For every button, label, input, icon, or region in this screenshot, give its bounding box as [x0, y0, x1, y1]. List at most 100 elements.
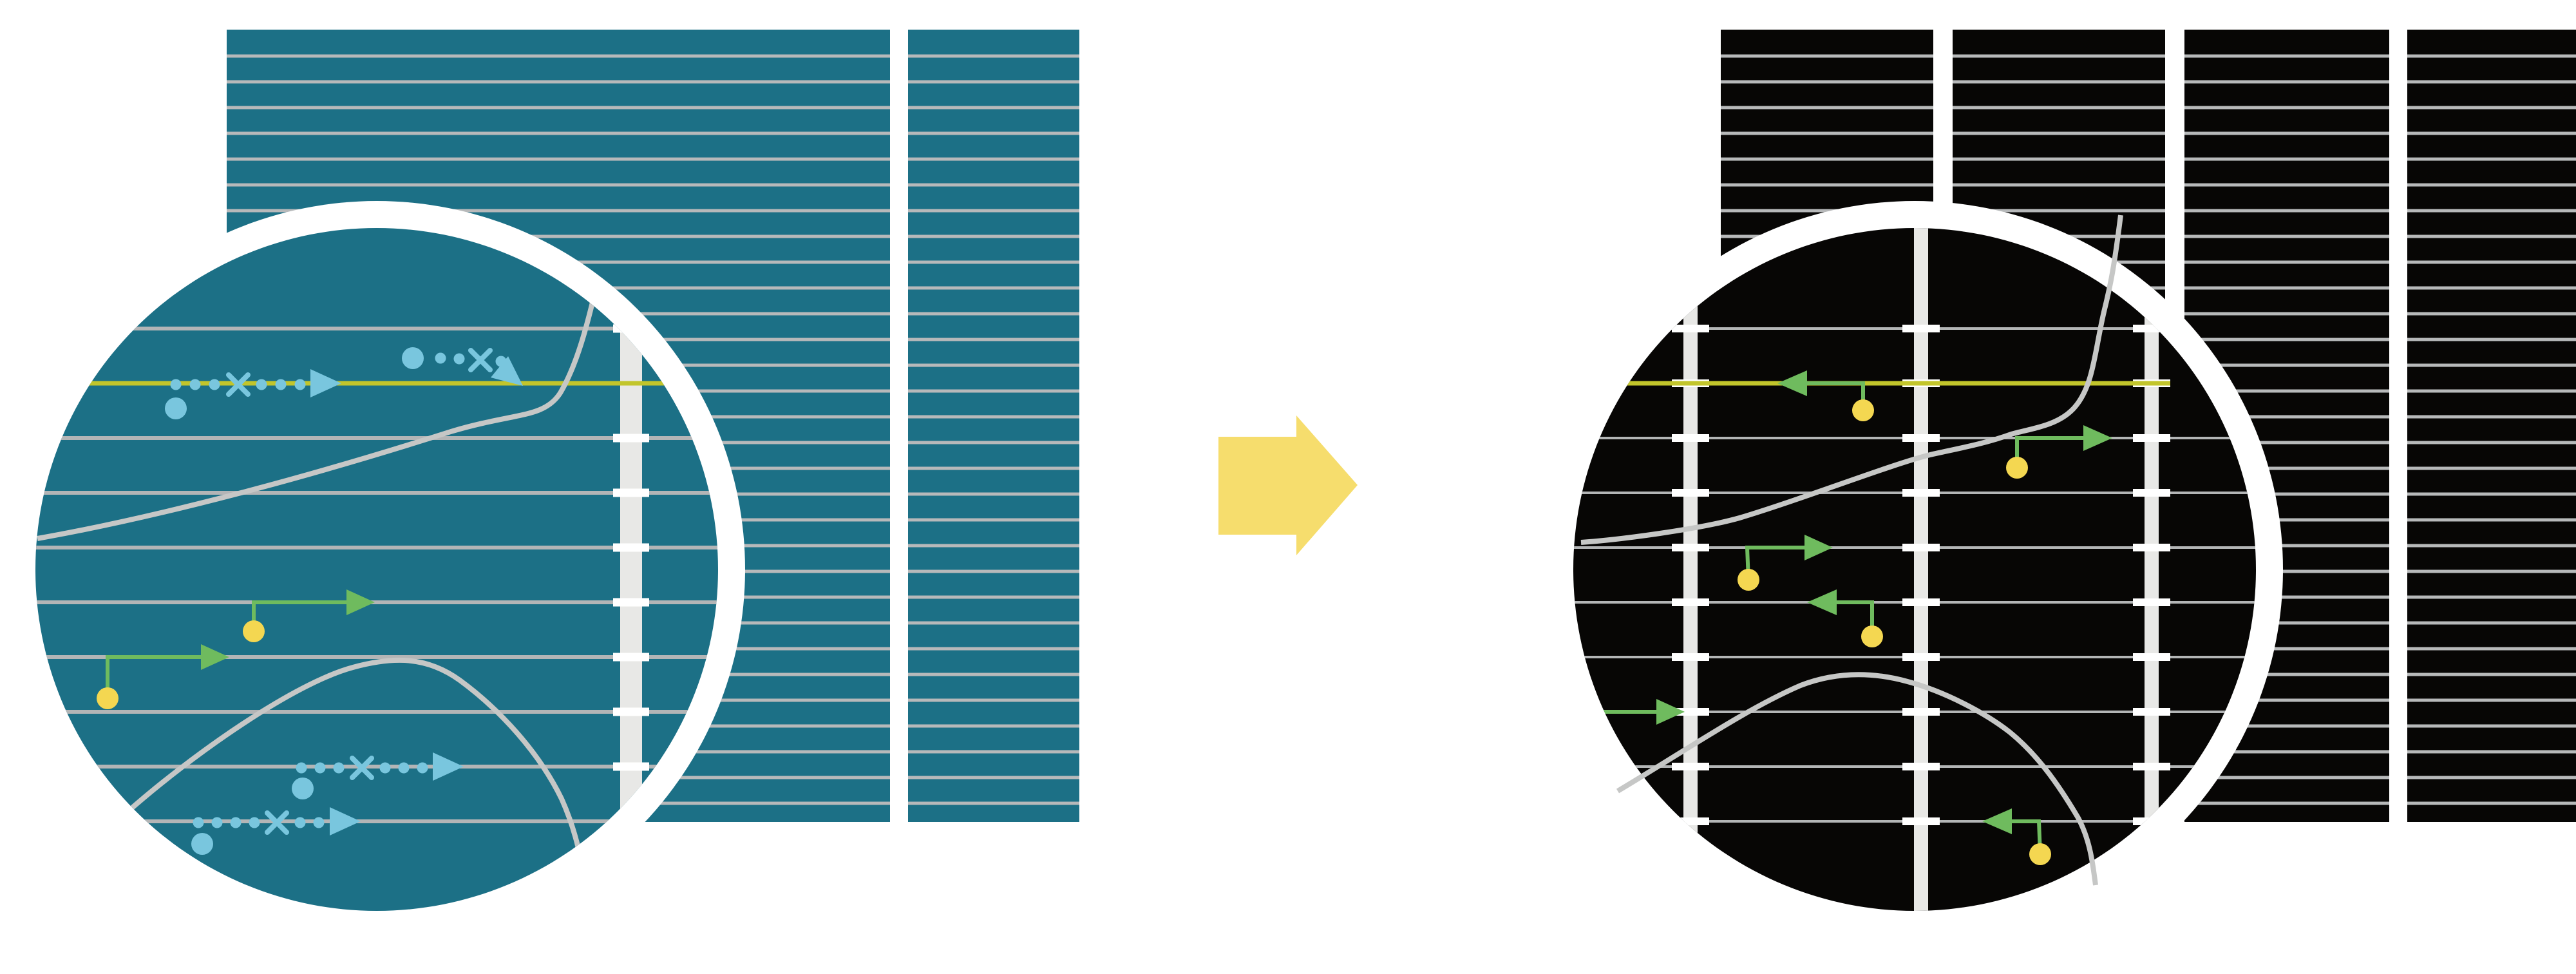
right-arrow-icon — [1218, 415, 1358, 555]
right-lens-grid — [1573, 228, 2256, 911]
right-lens-annotations — [1593, 370, 2112, 865]
electron-trail-dot — [313, 817, 325, 828]
contact-tick — [2133, 434, 2170, 442]
electron-trail-dot — [398, 762, 410, 774]
contact-tick — [1902, 598, 1940, 606]
electron-dot — [402, 347, 424, 369]
contact-tick — [1672, 653, 1709, 661]
carrier-path-arrow — [1807, 589, 1883, 647]
carrier-dot — [1852, 399, 1874, 421]
carrier-path-arrow — [1982, 808, 2051, 865]
contact-tick — [1672, 544, 1709, 551]
busbar — [1683, 228, 1698, 911]
left-lens-grid — [35, 232, 718, 850]
busbar — [1914, 228, 1928, 911]
contact-tick — [1672, 434, 1709, 442]
carrier-dot — [1738, 569, 1759, 591]
green-arrowhead-icon — [2083, 425, 2112, 451]
electron-trail — [165, 369, 341, 419]
left-lens-annotations — [97, 347, 523, 855]
contact-tick — [1672, 763, 1709, 770]
electron-arrowhead-icon — [330, 807, 361, 836]
electron-trail-dot — [193, 817, 204, 828]
green-arrowhead-icon — [346, 589, 375, 615]
electron-trail-angled — [402, 347, 523, 386]
contact-tick — [2133, 544, 2170, 551]
electron-dot — [165, 397, 187, 419]
contact-tick — [2133, 763, 2170, 770]
electron-arrowhead-icon — [491, 356, 523, 386]
contact-tick — [2133, 598, 2170, 606]
electron-trail-dot — [294, 817, 306, 828]
left-cell-edge-strip — [908, 30, 1079, 822]
contact-tick — [1672, 708, 1709, 716]
electron-trail-dot — [296, 762, 307, 774]
right-cell-column — [2407, 30, 2576, 822]
contact-tick — [1902, 817, 1940, 825]
transform-arrow-icon — [1218, 415, 1358, 555]
carrier-dot — [2029, 843, 2051, 865]
contact-tick — [613, 598, 649, 607]
electron-trail-dot — [249, 817, 260, 828]
electron-trail — [191, 807, 361, 855]
carrier-dot — [97, 687, 118, 709]
carrier-path — [106, 655, 201, 698]
green-arrowhead-icon — [1777, 370, 1807, 396]
electron-trail-dot — [170, 379, 182, 390]
electron-trail-dot — [230, 817, 242, 828]
carrier-path — [1837, 600, 1874, 636]
contact-tick — [1902, 434, 1940, 442]
carrier-dot — [243, 620, 265, 642]
contact-tick — [613, 488, 649, 497]
electron-trail-dot — [211, 817, 223, 828]
contact-tick — [1672, 489, 1709, 497]
green-arrowhead-icon — [1807, 589, 1837, 615]
carrier-path-arrow — [97, 644, 229, 709]
contact-tick — [613, 653, 649, 662]
right-magnifier-lens — [1546, 201, 2283, 938]
busbar — [2145, 228, 2159, 911]
green-arrowhead-icon — [1804, 535, 1833, 560]
electron-dot — [292, 778, 314, 799]
green-arrowhead-icon — [1656, 699, 1685, 725]
recombination-x-icon — [226, 372, 251, 397]
electron-arrowhead-icon — [433, 752, 464, 781]
carrier-dot — [2006, 457, 2028, 479]
contact-tick — [2133, 708, 2170, 716]
green-arrowhead-icon — [1982, 808, 2012, 834]
left-magnifier-lens — [8, 201, 745, 938]
carrier-path-arrow — [243, 589, 375, 642]
left-lens-content — [35, 232, 718, 875]
electron-trail-dot — [256, 379, 267, 390]
electron-trail-dot — [314, 762, 326, 774]
contact-tick — [1902, 544, 1940, 551]
electron-trail-dot — [379, 762, 391, 774]
contact-tick — [613, 707, 649, 716]
electron-trail-dot — [209, 379, 220, 390]
contact-tick — [2133, 653, 2170, 661]
grain-boundary-line — [1616, 672, 2098, 886]
carrier-path-arrow — [1777, 370, 1874, 421]
recombination-x-icon — [265, 810, 289, 835]
electron-trail-dot — [275, 379, 287, 390]
electron-arrowhead-icon — [310, 369, 341, 397]
right-lens-content — [1573, 228, 2256, 911]
contact-tick — [613, 434, 649, 443]
carrier-path — [2012, 819, 2042, 855]
carrier-dot — [1861, 625, 1883, 647]
contact-tick — [1672, 598, 1709, 606]
electron-trail — [292, 752, 464, 799]
green-arrowhead-icon — [201, 644, 229, 670]
contact-tick — [613, 543, 649, 552]
contact-tick — [1902, 653, 1940, 661]
contact-tick — [1902, 325, 1940, 332]
electron-trail-dot — [453, 353, 465, 365]
contact-tick — [2133, 489, 2170, 497]
contact-tick — [1672, 325, 1709, 332]
electron-trail-dot — [333, 762, 345, 774]
electron-trail-dot — [294, 379, 306, 390]
electron-trail-dot — [435, 352, 446, 364]
contact-tick — [1902, 708, 1940, 716]
grain-boundary-line — [124, 657, 586, 875]
